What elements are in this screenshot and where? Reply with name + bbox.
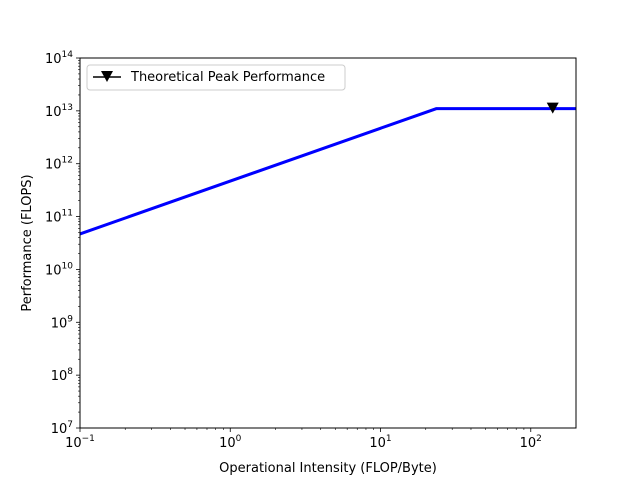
y-tick-label: 1010 (45, 261, 73, 278)
x-axis-label: Operational Intensity (FLOP/Byte) (219, 461, 437, 476)
legend: Theoretical Peak Performance (86, 64, 346, 91)
y-tick-label: 107 (51, 420, 73, 437)
roofline-line (79, 107, 576, 236)
x-tick-label: 101 (369, 434, 391, 451)
y-tick-label: 108 (51, 367, 74, 384)
x-tick-label: 100 (219, 434, 242, 451)
legend-box (86, 64, 346, 91)
y-tick-label: 109 (51, 314, 74, 331)
major-ticks: 10−1 100 101 102 107 108 109 1010 1011 1012 1013 10… (45, 50, 542, 451)
y-axis-label: Performance (FLOPS) (20, 174, 35, 311)
y-tick-label: 1012 (45, 156, 73, 173)
plot-frame (79, 57, 577, 429)
series-layer (79, 102, 576, 236)
legend-triangle-down-icon (101, 71, 113, 82)
y-tick-label: 1011 (45, 209, 73, 226)
x-tick-label: 102 (520, 434, 542, 451)
plot-background (80, 58, 576, 428)
x-tick-label: 10−1 (65, 434, 95, 451)
y-tick-label: 1014 (45, 50, 73, 67)
y-tick-label: 1013 (45, 103, 73, 120)
legend-label: Theoretical Peak Performance (130, 70, 325, 85)
peak-performance-marker (546, 102, 559, 114)
